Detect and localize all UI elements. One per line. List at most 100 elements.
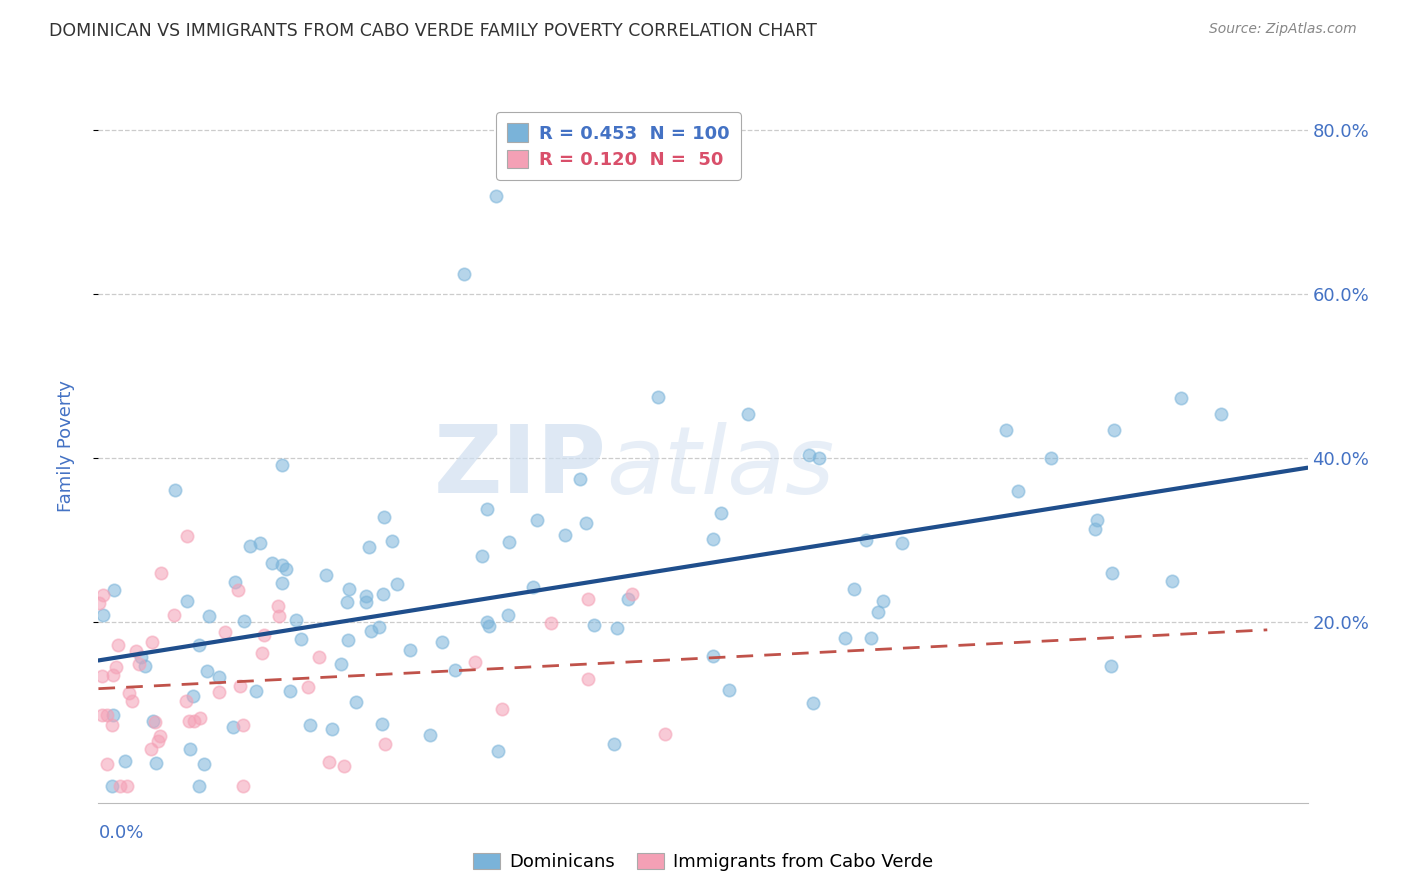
Point [100,780,122,794]
Point [370,717,392,731]
Point [176,594,198,608]
Point [620,587,643,601]
Point [336,595,359,609]
Point [239,539,262,553]
Point [337,582,360,596]
Point [866,605,889,619]
Point [808,451,831,466]
Point [554,528,576,542]
Point [101,708,124,723]
Point [872,593,894,607]
Point [419,728,441,742]
Point [188,639,211,653]
Point [181,689,204,703]
Point [522,580,544,594]
Point [249,536,271,550]
Point [270,458,292,473]
Point [308,649,330,664]
Legend: R = 0.453  N = 100, R = 0.120  N =  50: R = 0.453 N = 100, R = 0.120 N = 50 [496,112,741,180]
Point [96,756,118,771]
Point [103,582,125,597]
Point [1209,408,1232,422]
Point [214,625,236,640]
Point [115,780,138,794]
Point [270,558,292,573]
Point [270,576,292,591]
Point [890,536,912,550]
Point [360,624,382,638]
Point [183,714,205,728]
Point [1084,522,1107,536]
Point [354,595,377,609]
Point [121,693,143,707]
Point [148,733,170,747]
Point [104,660,127,674]
Point [233,614,256,628]
Point [385,577,408,591]
Point [260,556,283,570]
Point [176,529,198,543]
Point [321,722,343,736]
Point [844,582,866,596]
Point [299,718,322,732]
Point [222,720,245,734]
Point [118,686,141,700]
Text: 0.0%: 0.0% [98,824,143,842]
Point [654,727,676,741]
Point [381,534,404,549]
Point [344,695,367,709]
Point [371,587,394,601]
Text: Source: ZipAtlas.com: Source: ZipAtlas.com [1209,22,1357,37]
Point [702,649,724,664]
Point [198,608,221,623]
Point [1087,513,1109,527]
Point [576,591,599,606]
Point [232,718,254,732]
Point [1161,574,1184,588]
Point [330,657,353,671]
Point [368,620,391,634]
Point [139,742,162,756]
Y-axis label: Family Poverty: Family Poverty [56,380,75,512]
Point [208,685,231,699]
Point [252,646,274,660]
Point [486,744,509,758]
Point [110,779,132,793]
Point [526,513,548,527]
Point [284,613,307,627]
Point [89,596,111,610]
Point [702,532,724,546]
Point [193,757,215,772]
Point [540,615,562,630]
Text: ZIP: ZIP [433,421,606,514]
Point [374,737,396,751]
Point [96,708,118,723]
Point [93,607,115,622]
Point [471,549,494,563]
Point [801,697,824,711]
Text: atlas: atlas [606,422,835,513]
Point [90,708,112,723]
Point [356,589,378,603]
Point [647,390,669,404]
Point [797,448,820,462]
Point [464,655,486,669]
Point [128,657,150,672]
Point [318,755,340,769]
Point [232,780,254,794]
Point [141,635,163,649]
Point [373,509,395,524]
Point [141,714,163,728]
Point [125,643,148,657]
Point [710,506,733,520]
Point [603,737,626,751]
Point [475,615,498,630]
Point [430,635,453,649]
Point [1007,484,1029,499]
Point [1170,392,1192,406]
Point [717,682,740,697]
Point [1104,423,1126,437]
Point [582,618,605,632]
Point [149,566,172,581]
Point [574,516,596,530]
